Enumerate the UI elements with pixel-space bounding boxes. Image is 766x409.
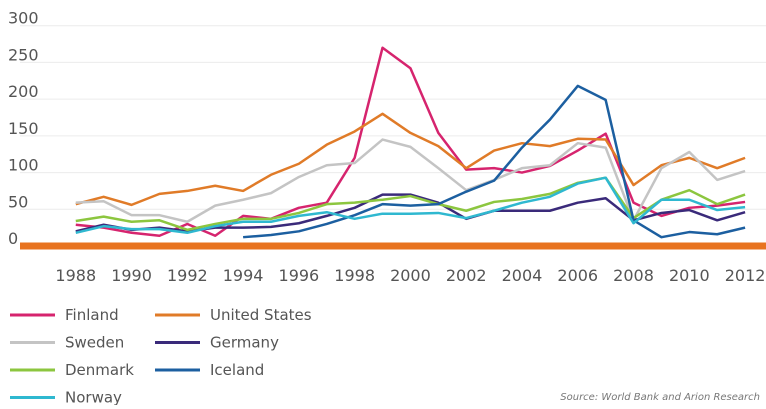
y-tick-label: 250 (8, 45, 39, 64)
y-tick-label: 50 (8, 192, 28, 211)
x-tick-label: 1996 (279, 266, 320, 285)
x-tick-label: 2002 (446, 266, 487, 285)
x-tick-label: 2008 (613, 266, 654, 285)
series-line (75, 176, 746, 232)
x-tick-label: 2004 (502, 266, 543, 285)
x-tick-label: 1988 (55, 266, 96, 285)
series-line (75, 112, 746, 207)
series-line (75, 46, 746, 237)
x-tick-label: 1990 (111, 266, 152, 285)
source-note: Source: World Bank and Arion Research (560, 392, 760, 403)
y-tick-label: 200 (8, 82, 39, 101)
y-tick-label: 300 (8, 9, 39, 28)
legend-label: Iceland (210, 361, 264, 379)
x-tick-label: 2006 (557, 266, 598, 285)
x-tick-label: 2012 (725, 266, 766, 285)
legend-label: Germany (210, 334, 279, 352)
x-tick-label: 2000 (390, 266, 431, 285)
legend-label: Finland (65, 306, 119, 324)
x-tick-label: 1992 (167, 266, 208, 285)
legend-label: Norway (65, 389, 122, 406)
y-tick-label: 100 (8, 156, 39, 175)
legend-label: Sweden (65, 334, 124, 352)
legend-label: Denmark (65, 361, 134, 379)
x-tick-label: 2010 (669, 266, 710, 285)
series-line (75, 176, 746, 235)
y-tick-label: 150 (8, 119, 39, 138)
x-tick-label: 1998 (334, 266, 375, 285)
legend-label: United States (210, 306, 312, 324)
x-tick-label: 1994 (223, 266, 264, 285)
y-tick-label: 0 (8, 229, 18, 248)
series-line (243, 84, 746, 239)
